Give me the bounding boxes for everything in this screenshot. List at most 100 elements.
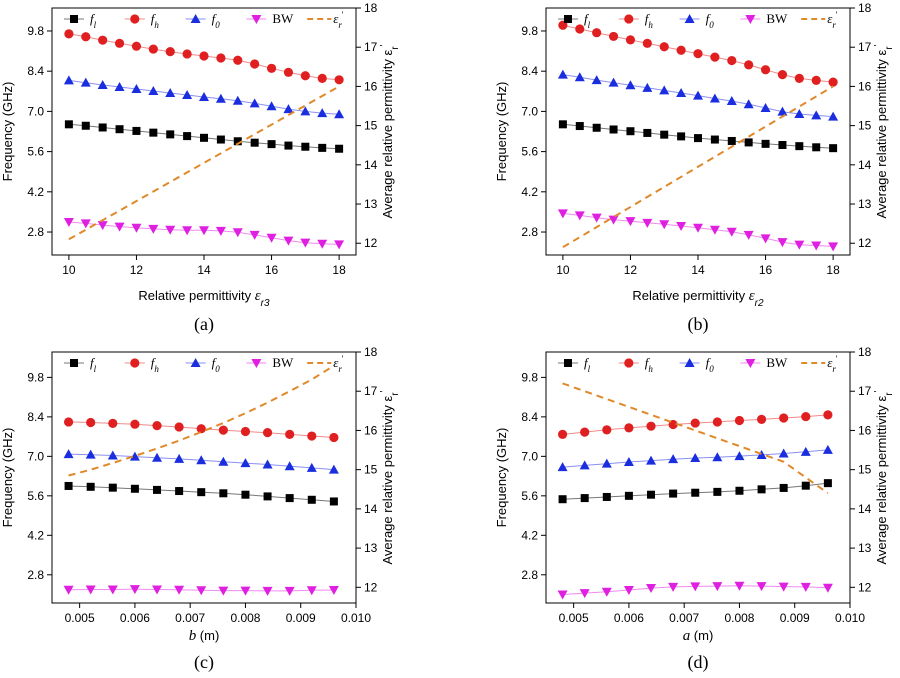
point-BW	[557, 209, 568, 219]
point-f_l	[795, 142, 804, 151]
point-f_0	[800, 446, 811, 456]
legend-swatch-marker	[684, 358, 695, 367]
point-f_0	[174, 453, 185, 463]
point-f_l	[592, 123, 601, 132]
y-right-tick-label: 14	[858, 158, 872, 172]
point-f_0	[828, 111, 839, 121]
point-f_0	[107, 450, 118, 460]
point-f_h	[828, 77, 838, 87]
point-f_0	[306, 462, 317, 472]
y-right-tick-label: 18	[858, 1, 872, 15]
point-f_h	[130, 419, 140, 429]
point-BW	[196, 586, 207, 596]
point-f_l	[643, 128, 652, 137]
point-BW	[608, 215, 619, 225]
point-BW	[114, 222, 125, 232]
point-f_h	[756, 414, 767, 425]
point-BW	[300, 238, 311, 248]
legend: fl fh f0 BW εr'	[558, 10, 838, 30]
legend-item-f_h: fh	[618, 355, 653, 374]
point-f_0	[676, 88, 687, 98]
point-f_0	[232, 95, 243, 105]
y-right-tick-label: 15	[364, 119, 378, 133]
y-right-tick-label: 18	[858, 345, 872, 359]
x-tick-label: 12	[130, 263, 144, 277]
legend-label: fl	[90, 355, 97, 374]
point-f_0	[266, 101, 277, 111]
point-f_l	[219, 489, 228, 498]
point-f_0	[760, 102, 771, 112]
point-f_0	[693, 90, 703, 100]
point-f_l	[81, 121, 90, 130]
point-f_0	[601, 458, 612, 468]
legend-label: BW	[272, 11, 294, 26]
point-f_0	[743, 99, 754, 109]
point-f_l	[108, 483, 117, 492]
point-BW	[659, 220, 670, 230]
point-f_h	[710, 52, 720, 62]
point-f_l	[200, 133, 208, 142]
y-left-tick-label: 8.4	[27, 64, 44, 78]
point-BW	[215, 226, 226, 236]
point-f_h	[148, 44, 158, 54]
y-right-axis-label: Average relative permittivity εr'	[873, 390, 895, 564]
point-f_l	[284, 141, 293, 150]
chart-panel-4: 0.005 0.006 0.007 0.008 0.009 0.010 2.8 4.2 5.6 7…	[494, 345, 895, 673]
point-BW	[743, 230, 754, 240]
y-right-tick-label: 16	[858, 423, 872, 437]
point-BW	[328, 586, 339, 596]
point-f_l	[778, 140, 787, 149]
point-BW	[85, 585, 96, 595]
point-BW	[625, 217, 636, 227]
point-BW	[232, 228, 243, 238]
point-f_l	[558, 495, 567, 504]
point-f_l	[166, 130, 175, 139]
point-f_l	[602, 492, 611, 501]
point-f_0	[777, 106, 788, 116]
point-BW	[557, 590, 568, 600]
legend-item-f_0: f0	[679, 355, 715, 374]
point-f_0	[557, 462, 568, 472]
y-right-tick-label: 12	[858, 236, 872, 250]
point-f_l	[823, 479, 832, 488]
point-f_0	[811, 110, 822, 120]
point-BW	[676, 221, 687, 231]
legend-label: f0	[212, 355, 221, 374]
y-right-tick-label: 16	[858, 79, 872, 93]
point-f_l	[626, 127, 635, 136]
legend-swatch-marker	[745, 15, 756, 24]
y-right-tick-label: 17	[858, 40, 872, 54]
point-f_0	[574, 72, 585, 82]
point-f_h	[760, 65, 771, 75]
x-tick-label: 16	[265, 263, 279, 277]
point-f_h	[642, 38, 652, 48]
point-f_h	[114, 38, 125, 48]
y-left-tick-label: 9.8	[27, 24, 44, 38]
point-f_0	[196, 455, 207, 465]
point-BW	[249, 230, 260, 240]
point-f_h	[608, 31, 619, 42]
point-f_l	[301, 142, 310, 151]
panel-label: (b)	[688, 314, 709, 335]
y-left-tick-label: 4.2	[521, 185, 538, 199]
point-f_h	[602, 425, 612, 435]
point-BW	[623, 586, 634, 596]
chart-panel-3: 0.005 0.006 0.007 0.008 0.009 0.010 2.8 4.2 5.6 7…	[0, 345, 401, 673]
chart-panel-2: 10 12 14 16 18 2.8 4.2 5.6 7.0 8.4 9.8 12 13 14 15 16 17…	[494, 1, 895, 335]
point-f_0	[97, 79, 108, 89]
y-right-tick-label: 15	[858, 463, 872, 477]
point-f_0	[240, 458, 251, 468]
point-f_l	[801, 481, 810, 490]
legend-label: f0	[706, 355, 715, 374]
y-right-tick-label: 18	[364, 1, 378, 15]
point-f_l	[115, 125, 124, 134]
panel-label: (d)	[688, 652, 709, 673]
legend-label: fl	[90, 11, 97, 30]
point-f_h	[693, 49, 703, 59]
legend-item-f_h: fh	[618, 11, 653, 30]
point-f_0	[249, 98, 260, 108]
point-f_h	[823, 410, 833, 420]
legend-label: f0	[706, 11, 715, 30]
legend-label: f0	[212, 11, 221, 30]
